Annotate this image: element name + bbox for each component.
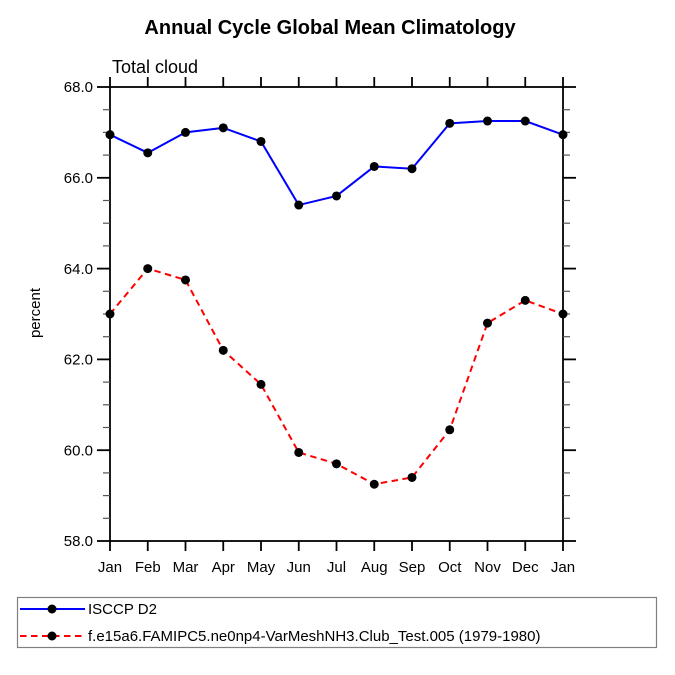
x-axis-ticks [109, 77, 564, 551]
legend-box [16, 596, 658, 649]
x-tick-label: Mar [173, 559, 199, 576]
series-0-marker [369, 161, 379, 171]
series-1-marker [256, 379, 266, 389]
x-tick-label: Feb [135, 559, 161, 576]
series-1-marker [181, 275, 190, 285]
y-axis-title: percent [27, 287, 44, 338]
series-1-marker [369, 479, 379, 489]
y-tick-label: 68.0 [64, 79, 93, 96]
x-tick-label: Jul [327, 559, 346, 576]
x-tick-label: Dec [512, 559, 539, 576]
legend-label-model: f.e15a6.FAMIPC5.ne0np4-VarMeshNH3.Club_T… [88, 628, 540, 645]
y-tick-label: 58.0 [64, 533, 93, 550]
legend-marker-isccp [47, 604, 57, 614]
x-tick-label: Apr [212, 559, 235, 576]
series-0-marker [483, 116, 492, 126]
series-1-marker [520, 295, 530, 305]
series-1-marker [218, 345, 228, 355]
series-1-marker [445, 425, 455, 435]
series-0-marker [218, 123, 228, 133]
series-line-1 [109, 267, 564, 486]
series-0-marker [181, 127, 190, 137]
x-axis-labels: Jan Feb Mar Apr May Jun Jul Aug Sep Oct Nov Dec Jan [98, 559, 575, 576]
x-tick-label: Jan [98, 559, 122, 576]
legend-marker-model [47, 631, 57, 641]
chart-subtitle: Total cloud [112, 57, 198, 77]
y-tick-label: 66.0 [64, 170, 93, 187]
series-0-marker [256, 136, 266, 146]
series-0-marker [445, 118, 455, 128]
x-tick-label: Sep [399, 559, 426, 576]
plot-frame-rect [109, 86, 564, 542]
x-tick-label: Aug [361, 559, 388, 576]
legend-label-isccp: ISCCP D2 [88, 601, 157, 618]
series-1-marker [332, 459, 341, 469]
series-1-marker [558, 309, 568, 319]
y-tick-label: 60.0 [64, 442, 93, 459]
series-0-marker [143, 148, 153, 158]
y-tick-label: 64.0 [64, 261, 93, 278]
series-0-marker [407, 164, 417, 174]
series-0-marker [520, 116, 530, 126]
series-1-marker [143, 264, 153, 274]
x-tick-label: Jun [287, 559, 311, 576]
x-tick-label: Nov [474, 559, 501, 576]
series-1-marker [294, 447, 304, 457]
x-tick-label: Oct [438, 559, 462, 576]
x-tick-label: May [247, 559, 276, 576]
x-tick-label: Jan [551, 559, 575, 576]
y-axis-labels: 58.0 60.0 62.0 64.0 66.0 68.0 [64, 79, 93, 550]
series-0-marker [105, 130, 115, 140]
series-layer [105, 116, 568, 489]
series-0-marker [332, 191, 341, 201]
series-1-marker [483, 318, 492, 328]
legend: ISCCP D2 f.e15a6.FAMIPC5.ne0np4-VarMeshN… [16, 596, 658, 649]
chart-title: Annual Cycle Global Mean Climatology [144, 17, 516, 39]
y-tick-label: 62.0 [64, 352, 93, 369]
series-1-marker [105, 309, 115, 319]
plot-frame [109, 86, 564, 542]
series-0-marker [558, 130, 568, 140]
series-1-marker [407, 472, 417, 482]
series-0-marker [294, 200, 304, 210]
